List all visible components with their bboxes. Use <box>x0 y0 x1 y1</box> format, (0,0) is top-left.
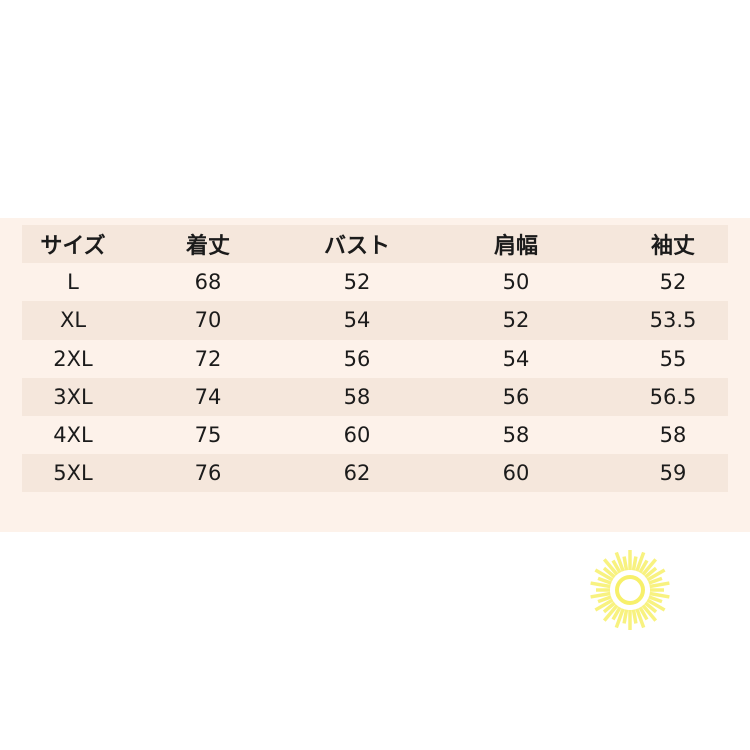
table-cell: 3XL <box>53 384 93 409</box>
sun-ring <box>615 575 645 605</box>
table-cell: 56 <box>502 384 530 409</box>
table-cell: 60 <box>502 461 530 486</box>
sun-ray <box>631 609 638 624</box>
sun-ray <box>646 568 666 582</box>
sun-ray <box>597 595 612 604</box>
sun-ray <box>622 609 629 624</box>
sun-ray <box>602 601 616 614</box>
table-cell: 74 <box>194 384 222 409</box>
sun-logo-icon <box>590 550 670 630</box>
column-header: 着丈 <box>185 234 231 260</box>
sun-ray <box>611 606 622 621</box>
sun-ray <box>644 601 658 614</box>
table-cell: 54 <box>343 308 371 333</box>
sun-ray <box>635 608 646 629</box>
table-cell: 59 <box>659 461 687 486</box>
table-cell: 50 <box>502 270 530 295</box>
table-cell: 52 <box>502 308 530 333</box>
sun-ray <box>590 581 611 589</box>
table-cell: 58 <box>343 384 371 409</box>
column-header: 袖丈 <box>650 234 696 260</box>
table-cell: XL <box>59 308 87 333</box>
table-cell: 72 <box>194 346 222 371</box>
column-header: サイズ <box>40 234 106 260</box>
table-cell: 55 <box>659 346 687 371</box>
table-row: 2XL 72 56 54 55 <box>22 340 728 378</box>
table-cell: 58 <box>502 423 530 448</box>
sun-ray <box>635 551 646 572</box>
sun-ray <box>641 558 658 576</box>
sun-ray <box>641 604 658 622</box>
size-chart-table: サイズ 着丈 バスト 肩幅 袖丈 L 68 52 50 52 XL 70 54 52 53.5 2XL 72 56… <box>22 225 728 531</box>
table-row: 3XL 74 58 56 56.5 <box>22 377 728 416</box>
column-header: バスト <box>323 234 391 260</box>
table-cell: 4XL <box>53 423 93 448</box>
table-row: XL 70 54 52 53.5 <box>22 301 728 340</box>
sun-ray <box>611 559 622 574</box>
table-cell: 60 <box>343 423 371 448</box>
sun-ray <box>646 598 666 612</box>
table-cell: 56 <box>343 346 371 371</box>
table-cell: 54 <box>502 346 530 371</box>
sun-ray <box>594 568 614 582</box>
table-cell: 58 <box>659 423 687 448</box>
table-cell: 53.5 <box>649 308 697 333</box>
table-cell: 70 <box>194 308 222 333</box>
sun-ray <box>602 566 616 579</box>
sun-ray <box>648 595 663 604</box>
table-cell: 56.5 <box>649 384 697 409</box>
table-row: 5XL 76 62 60 59 <box>22 454 728 493</box>
column-header: 肩幅 <box>493 234 539 260</box>
table-cell: 52 <box>659 270 687 295</box>
table-header-row: サイズ 着丈 バスト 肩幅 袖丈 <box>22 225 728 264</box>
table-cell: 75 <box>194 423 222 448</box>
table-cell: 5XL <box>53 461 93 486</box>
table-row: 4XL 75 60 58 58 <box>22 416 728 454</box>
sun-ray <box>638 606 649 621</box>
sun-ray <box>648 576 663 585</box>
sun-ray <box>614 551 625 572</box>
table-cell: 68 <box>194 270 222 295</box>
table-cell: 76 <box>194 461 222 486</box>
sun-ray <box>631 556 638 571</box>
table-row <box>22 492 728 530</box>
sun-ray <box>602 604 619 622</box>
table-cell: L <box>67 270 79 295</box>
sun-ray <box>644 566 658 579</box>
table-cell: 52 <box>343 270 371 295</box>
sun-ray <box>597 576 612 585</box>
sun-ray <box>638 559 649 574</box>
sun-ray <box>649 581 670 589</box>
table-cell: 62 <box>343 461 371 486</box>
sun-ray <box>649 591 670 599</box>
sun-ray <box>622 556 629 571</box>
sun-ray <box>614 608 625 629</box>
table-cell: 2XL <box>53 346 93 371</box>
table-row: L 68 52 50 52 <box>22 263 728 301</box>
sun-ray <box>594 598 614 612</box>
sun-ray <box>590 591 611 599</box>
sun-ray <box>602 558 619 576</box>
